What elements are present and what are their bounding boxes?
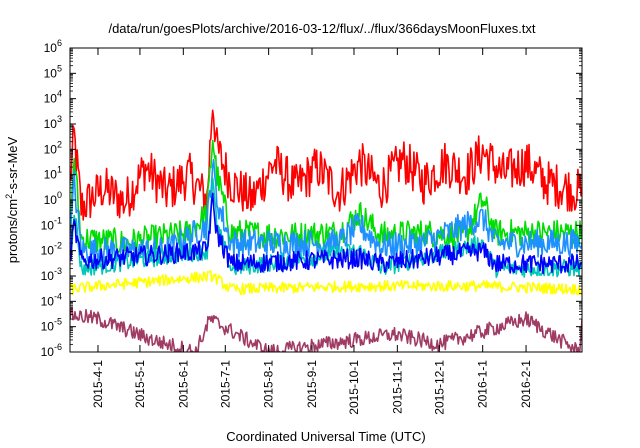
x-axis-title: Coordinated Universal Time (UTC) [226, 429, 425, 444]
y-tick-label: 102 [44, 139, 62, 156]
y-tick-label-exp: -4 [54, 291, 62, 301]
x-tick-label: 2015-12-1 [432, 360, 446, 415]
y-tick-label-base: 10 [41, 294, 55, 308]
y-tick-label-base: 10 [44, 168, 58, 182]
y-tick-label: 100 [44, 190, 62, 207]
y-tick-label-exp: 5 [57, 63, 62, 73]
y-tick-label: 101 [44, 165, 62, 182]
y-tick-label-base: 10 [44, 193, 58, 207]
y-tick-label-exp: 2 [57, 139, 62, 149]
y-tick-label-exp: 6 [57, 38, 62, 48]
y-tick-label-base: 10 [44, 117, 58, 131]
y-tick-label: 104 [44, 89, 62, 106]
y-tick-label-exp: -5 [54, 317, 62, 327]
y-tick-label: 10-4 [41, 291, 62, 308]
series-line-1 [70, 109, 582, 221]
y-tick-label-base: 10 [44, 92, 58, 106]
series-line-7 [70, 306, 582, 352]
y-tick-label-exp: 1 [57, 165, 62, 175]
x-tick-label: 2015-11-1 [390, 360, 404, 414]
y-tick-label-exp: -2 [54, 241, 62, 251]
y-tick-label: 105 [44, 63, 62, 80]
series-line-5 [70, 192, 582, 275]
series-line-6 [70, 270, 582, 296]
y-tick-label-exp: -6 [54, 342, 62, 352]
series-layer [70, 109, 582, 352]
y-tick-label-exp: 4 [57, 89, 62, 99]
y-axis-title: protons/cm2-s-sr-MeV [4, 136, 20, 263]
y-tick-label: 10-5 [41, 317, 62, 334]
plot-title: /data/run/goesPlots/archive/2016-03-12/f… [108, 21, 535, 36]
y-tick-label-base: 10 [41, 320, 55, 334]
y-tick-label: 10-3 [41, 266, 62, 283]
y-tick-label-base: 10 [41, 345, 55, 359]
x-tick-label: 2015-7-1 [218, 360, 232, 408]
y-tick-label: 103 [44, 114, 62, 131]
series-line-2 [70, 139, 582, 256]
y-tick-label: 10-6 [41, 342, 62, 359]
x-tick-label: 2015-9-1 [305, 360, 319, 408]
y-tick-label-base: 10 [41, 269, 55, 283]
y-tick-label-base: 10 [41, 218, 55, 232]
y-tick-label-base: 10 [41, 244, 55, 258]
y-tick-label-base: 10 [44, 142, 58, 156]
y-axis-title-sup: 2 [4, 194, 14, 199]
x-tick-label: 2015-4-1 [91, 360, 105, 408]
y-tick-label-exp: -1 [54, 215, 62, 225]
y-axis-title-tail: -s-sr-MeV [5, 136, 20, 193]
x-tick-label: 2015-10-1 [347, 360, 361, 415]
x-tick-label: 2016-2-1 [519, 360, 533, 408]
x-tick-label: 2015-6-1 [176, 360, 190, 408]
y-axis-title-main: protons/cm [5, 199, 20, 263]
x-tick-label: 2016-1-1 [476, 360, 490, 408]
y-tick-label: 106 [44, 38, 62, 55]
y-tick-label-exp: 0 [57, 190, 62, 200]
x-tick-label: 2015-8-1 [262, 360, 276, 408]
y-axis: 10-610-510-410-310-210-11001011021031041… [41, 38, 582, 359]
y-tick-label-exp: 3 [57, 114, 62, 124]
y-tick-label: 10-2 [41, 241, 62, 258]
y-tick-label-base: 10 [44, 41, 58, 55]
y-tick-label-base: 10 [44, 66, 58, 80]
x-tick-label: 2015-5-1 [133, 360, 147, 408]
y-tick-label: 10-1 [41, 215, 62, 232]
y-tick-label-exp: -3 [54, 266, 62, 276]
x-axis: 2015-4-1 2015-5-1 2015-6-1 2015-7-1 2015-8-1… [91, 48, 533, 415]
